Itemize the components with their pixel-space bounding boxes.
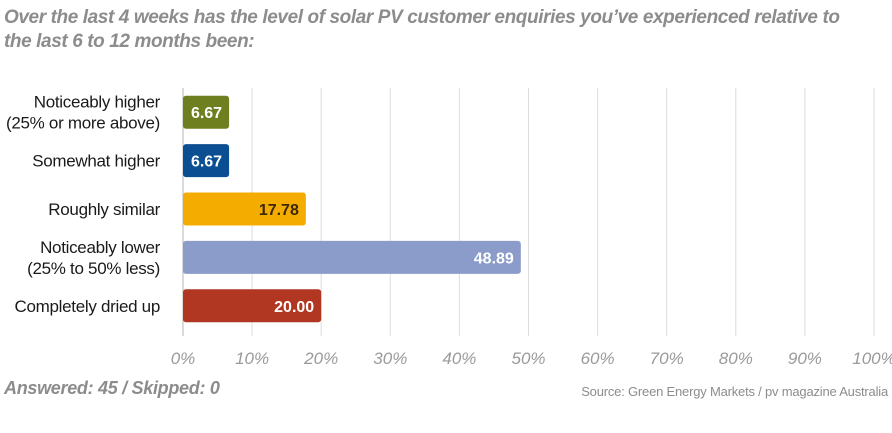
bar	[183, 289, 322, 323]
x-tick-label: 0%	[171, 349, 196, 368]
x-tick-label: 80%	[719, 349, 753, 368]
x-tick-label: 30%	[373, 349, 407, 368]
bar-value-label: 17.78	[259, 202, 299, 219]
x-tick-label: 50%	[511, 349, 545, 368]
x-tick-label: 40%	[442, 349, 476, 368]
category-label: Noticeably lower (25% to 50% less)	[27, 238, 160, 278]
category-label: Completely dried up	[15, 297, 161, 316]
category-label: Noticeably higher (25% or more above)	[6, 93, 161, 133]
bar-value-label: 48.89	[474, 250, 514, 267]
x-tick-label: 60%	[581, 349, 615, 368]
bar	[183, 192, 306, 226]
x-tick-label: 20%	[303, 349, 338, 368]
bar-value-label: 6.67	[191, 105, 222, 122]
bar	[183, 95, 230, 129]
chart-title: Over the last 4 weeks has the level of s…	[4, 7, 840, 52]
category-labels: Noticeably higher (25% or more above) Some…	[6, 93, 161, 316]
x-tick-label: 100%	[852, 349, 892, 368]
bar	[183, 144, 230, 178]
category-label: Somewhat higher	[32, 152, 160, 171]
bar-value-label: 20.00	[274, 299, 314, 316]
x-tick-label: 70%	[650, 349, 684, 368]
source-note: Source: Green Energy Markets / pv magazi…	[581, 384, 888, 399]
x-tick-labels: 0% 10% 20% 30% 40% 50% 60% 70% 80% 90% 100%	[171, 349, 892, 368]
x-tick-label: 10%	[235, 349, 269, 368]
bar	[183, 240, 521, 274]
response-count: Answered: 45 / Skipped: 0	[4, 378, 220, 398]
bars: 6.67 6.67 17.78 48.89 20.00	[183, 95, 521, 323]
category-label: Roughly similar	[48, 200, 160, 219]
x-tick-label: 90%	[788, 349, 822, 368]
bar-value-label: 6.67	[191, 154, 222, 171]
